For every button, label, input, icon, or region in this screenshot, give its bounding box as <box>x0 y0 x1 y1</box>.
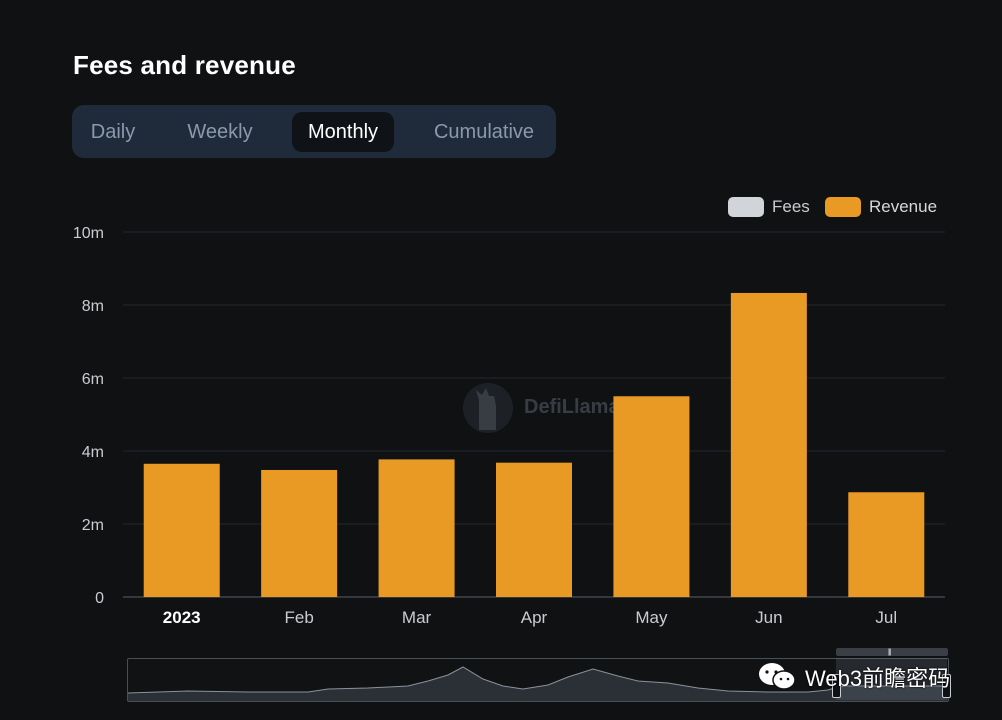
x-tick-label: Feb <box>284 608 313 627</box>
tab-daily[interactable]: Daily <box>90 121 136 143</box>
brush-selection[interactable] <box>836 658 947 700</box>
x-tick-label: 2023 <box>163 608 201 627</box>
credit-text: Web3前瞻密码 <box>805 666 951 691</box>
tab-weekly[interactable]: Weekly <box>187 121 253 143</box>
brush-handle-right[interactable] <box>942 674 951 698</box>
brush-handle-left[interactable] <box>832 674 841 698</box>
bar-jul[interactable] <box>848 492 925 597</box>
y-tick-label: 6m <box>82 371 104 388</box>
x-tick-label: May <box>635 608 668 627</box>
legend-label-revenue: Revenue <box>869 197 938 216</box>
legend-item-fees[interactable]: Fees <box>728 196 810 218</box>
x-tick-label: Apr <box>521 608 548 627</box>
bar-may[interactable] <box>613 396 690 597</box>
defillama-watermark: DefiLlama <box>462 378 620 436</box>
llama-logo-icon <box>463 383 513 433</box>
bar-feb[interactable] <box>261 469 338 597</box>
legend-item-revenue[interactable]: Revenue <box>825 196 937 218</box>
x-tick-label: Jun <box>755 608 782 627</box>
brush-grip-bar[interactable] <box>836 648 948 656</box>
y-tick-label: 0 <box>95 590 104 607</box>
grip-icon: ||| <box>888 649 892 656</box>
page-title: Fees and revenue <box>73 50 296 80</box>
x-tick-label: Mar <box>402 608 432 627</box>
tab-monthly[interactable]: Monthly <box>292 112 394 152</box>
legend-label-fees: Fees <box>772 197 810 216</box>
y-tick-label: 2m <box>82 517 104 534</box>
source-credit: Web3前瞻密码 <box>757 660 950 694</box>
y-tick-label: 8m <box>82 298 104 315</box>
bar-mar[interactable] <box>378 459 455 597</box>
y-tick-label: 4m <box>82 444 104 461</box>
revenue-swatch <box>825 197 861 217</box>
range-brush[interactable] <box>127 658 949 702</box>
period-tabs: Daily Weekly Monthly Cumulative <box>72 105 556 158</box>
bar-apr[interactable] <box>496 462 572 597</box>
bar-jun[interactable] <box>730 292 807 597</box>
tab-cumulative[interactable]: Cumulative <box>433 121 535 143</box>
brush-overview-line <box>128 666 948 701</box>
watermark-text: DefiLlama <box>524 395 620 418</box>
x-tick-label: Jul <box>875 608 897 627</box>
y-tick-label: 10m <box>73 225 104 242</box>
fees-swatch <box>728 197 764 217</box>
wechat-icon <box>759 663 796 690</box>
bar-2023[interactable] <box>143 463 220 597</box>
